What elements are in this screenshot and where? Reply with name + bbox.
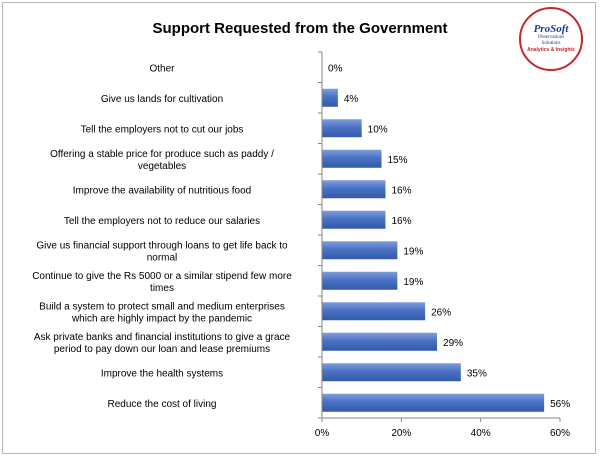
x-tick-label: 60% — [550, 428, 570, 439]
category-label-line: Reduce the cost of living — [108, 399, 217, 410]
category-label-line: Tell the employers not to reduce our sal… — [64, 216, 260, 227]
category-label-line: Offering a stable price for produce such… — [50, 149, 274, 160]
category-label-line: Continue to give the Rs 5000 or a simila… — [32, 271, 292, 282]
category-label-line: Build a system to protect small and medi… — [39, 301, 285, 312]
category-label: Other — [149, 63, 175, 74]
category-label: Give us lands for cultivation — [101, 94, 223, 105]
bar — [322, 149, 382, 168]
data-label: 0% — [328, 63, 343, 74]
chart-title: Support Requested from the Government — [152, 20, 448, 37]
plot-area: 0% Other 4% Give us lands for cultivation 10… — [32, 51, 570, 439]
category-label-line: Other — [149, 63, 175, 74]
data-label: 15% — [388, 155, 408, 166]
category-label: Give us financial support through loans … — [36, 240, 288, 263]
category-label-line: which are highly impact by the pandemic — [71, 313, 252, 324]
category-label-line: Improve the availability of nutritious f… — [73, 185, 251, 196]
category-label-line: period to pay down our loan and lease pr… — [54, 344, 270, 355]
x-tick-label: 20% — [391, 428, 411, 439]
bar — [322, 302, 426, 321]
x-tick-label: 0% — [315, 428, 330, 439]
bar — [322, 271, 398, 290]
category-label: Tell the employers not to cut our jobs — [81, 124, 244, 135]
category-label-line: Give us lands for cultivation — [101, 94, 223, 105]
category-label-line: times — [150, 283, 174, 294]
prosoft-logo: ProSoft Observations Solutions Analytics… — [519, 7, 583, 71]
category-label-line: Tell the employers not to cut our jobs — [81, 124, 244, 135]
data-label: 35% — [467, 368, 487, 379]
data-label: 19% — [403, 246, 423, 257]
data-label: 56% — [550, 399, 570, 410]
category-label: Improve the availability of nutritious f… — [73, 185, 251, 196]
category-label: Tell the employers not to reduce our sal… — [64, 216, 260, 227]
category-label-line: Ask private banks and financial institut… — [34, 332, 291, 343]
bar — [322, 241, 398, 260]
bar — [322, 332, 438, 351]
bar — [322, 393, 545, 412]
bar — [322, 180, 386, 199]
bar — [322, 119, 362, 138]
category-label: Build a system to protect small and medi… — [39, 301, 285, 324]
category-label: Continue to give the Rs 5000 or a simila… — [32, 271, 292, 294]
x-tick-label: 40% — [471, 428, 491, 439]
category-label: Improve the health systems — [101, 368, 223, 379]
data-label: 16% — [391, 216, 411, 227]
bar — [322, 88, 338, 107]
category-label-line: Improve the health systems — [101, 368, 223, 379]
category-label-line: Give us financial support through loans … — [36, 240, 288, 251]
category-label-line: vegetables — [138, 161, 186, 172]
category-label: Offering a stable price for produce such… — [50, 149, 274, 172]
chart-frame — [2, 2, 596, 454]
data-label: 19% — [403, 277, 423, 288]
category-label: Ask private banks and financial institut… — [34, 332, 291, 355]
logo-line-analytics: Analytics & Insights — [527, 47, 575, 53]
data-label: 29% — [443, 338, 463, 349]
data-label: 26% — [431, 307, 451, 318]
data-label: 4% — [344, 94, 359, 105]
logo-line-observations: Observations — [537, 35, 565, 40]
logo-name: ProSoft — [533, 23, 569, 35]
category-label-line: normal — [147, 252, 178, 263]
data-label: 16% — [391, 185, 411, 196]
category-label: Reduce the cost of living — [108, 399, 217, 410]
logo-line-solutions: Solutions — [541, 41, 561, 46]
data-label: 10% — [368, 124, 388, 135]
bar — [322, 363, 461, 382]
bar — [322, 210, 386, 229]
